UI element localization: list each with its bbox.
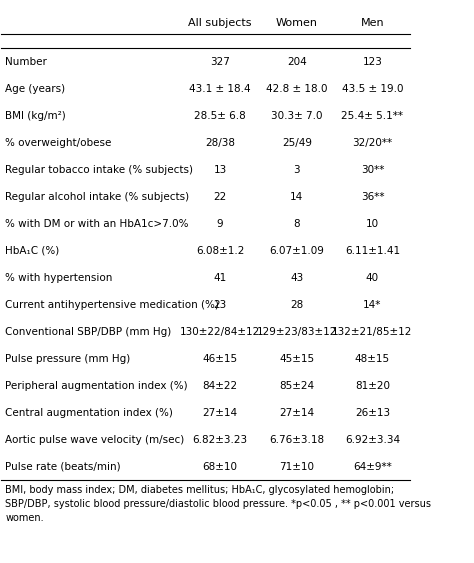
Text: 9: 9 xyxy=(217,219,223,229)
Text: 23: 23 xyxy=(213,300,227,310)
Text: 43.5 ± 19.0: 43.5 ± 19.0 xyxy=(342,84,403,94)
Text: Aortic pulse wave velocity (m/sec): Aortic pulse wave velocity (m/sec) xyxy=(6,435,185,445)
Text: 327: 327 xyxy=(210,57,230,67)
Text: 14*: 14* xyxy=(363,300,382,310)
Text: 6.82±3.23: 6.82±3.23 xyxy=(192,435,248,445)
Text: BMI (kg/m²): BMI (kg/m²) xyxy=(6,111,66,121)
Text: Age (years): Age (years) xyxy=(6,84,65,94)
Text: 64±9**: 64±9** xyxy=(353,462,392,472)
Text: 42.8 ± 18.0: 42.8 ± 18.0 xyxy=(266,84,328,94)
Text: 46±15: 46±15 xyxy=(202,354,238,364)
Text: Peripheral augmentation index (%): Peripheral augmentation index (%) xyxy=(6,381,188,391)
Text: Pulse pressure (mm Hg): Pulse pressure (mm Hg) xyxy=(6,354,131,364)
Text: 36**: 36** xyxy=(361,192,384,202)
Text: 43.1 ± 18.4: 43.1 ± 18.4 xyxy=(189,84,251,94)
Text: 27±14: 27±14 xyxy=(202,408,238,418)
Text: 6.08±1.2: 6.08±1.2 xyxy=(196,246,244,256)
Text: 132±21/85±12: 132±21/85±12 xyxy=(332,327,413,337)
Text: 26±13: 26±13 xyxy=(355,408,390,418)
Text: 6.11±1.41: 6.11±1.41 xyxy=(345,246,400,256)
Text: 40: 40 xyxy=(366,273,379,283)
Text: 6.92±3.34: 6.92±3.34 xyxy=(345,435,400,445)
Text: 84±22: 84±22 xyxy=(202,381,238,391)
Text: 45±15: 45±15 xyxy=(279,354,314,364)
Text: 6.76±3.18: 6.76±3.18 xyxy=(269,435,324,445)
Text: 28/38: 28/38 xyxy=(205,138,235,148)
Text: Current antihypertensive medication (%): Current antihypertensive medication (%) xyxy=(6,300,219,310)
Text: 25.4± 5.1**: 25.4± 5.1** xyxy=(341,111,403,121)
Text: 22: 22 xyxy=(213,192,227,202)
Text: 41: 41 xyxy=(213,273,227,283)
Text: 43: 43 xyxy=(290,273,303,283)
Text: 130±22/84±12: 130±22/84±12 xyxy=(180,327,260,337)
Text: Men: Men xyxy=(361,17,384,28)
Text: BMI, body mass index; DM, diabetes mellitus; HbA₁C, glycosylated hemoglobin;
SBP: BMI, body mass index; DM, diabetes melli… xyxy=(6,485,431,523)
Text: 85±24: 85±24 xyxy=(279,381,314,391)
Text: % overweight/obese: % overweight/obese xyxy=(6,138,112,148)
Text: 81±20: 81±20 xyxy=(355,381,390,391)
Text: Women: Women xyxy=(276,17,318,28)
Text: 204: 204 xyxy=(287,57,307,67)
Text: 48±15: 48±15 xyxy=(355,354,390,364)
Text: Regular alcohol intake (% subjects): Regular alcohol intake (% subjects) xyxy=(6,192,190,202)
Text: 129±23/83±12: 129±23/83±12 xyxy=(256,327,337,337)
Text: 14: 14 xyxy=(290,192,303,202)
Text: Pulse rate (beats/min): Pulse rate (beats/min) xyxy=(6,462,121,472)
Text: % with DM or with an HbA1c>7.0%: % with DM or with an HbA1c>7.0% xyxy=(6,219,189,229)
Text: 71±10: 71±10 xyxy=(279,462,314,472)
Text: 30**: 30** xyxy=(361,165,384,175)
Text: Number: Number xyxy=(6,57,47,67)
Text: Regular tobacco intake (% subjects): Regular tobacco intake (% subjects) xyxy=(6,165,193,175)
Text: 8: 8 xyxy=(293,219,300,229)
Text: HbA₁C (%): HbA₁C (%) xyxy=(6,246,60,256)
Text: 32/20**: 32/20** xyxy=(352,138,392,148)
Text: All subjects: All subjects xyxy=(188,17,252,28)
Text: Central augmentation index (%): Central augmentation index (%) xyxy=(6,408,173,418)
Text: 27±14: 27±14 xyxy=(279,408,314,418)
Text: 6.07±1.09: 6.07±1.09 xyxy=(269,246,324,256)
Text: 3: 3 xyxy=(293,165,300,175)
Text: Conventional SBP/DBP (mm Hg): Conventional SBP/DBP (mm Hg) xyxy=(6,327,172,337)
Text: 68±10: 68±10 xyxy=(203,462,237,472)
Text: 10: 10 xyxy=(366,219,379,229)
Text: 13: 13 xyxy=(213,165,227,175)
Text: 30.3± 7.0: 30.3± 7.0 xyxy=(271,111,323,121)
Text: 25/49: 25/49 xyxy=(282,138,312,148)
Text: % with hypertension: % with hypertension xyxy=(6,273,113,283)
Text: 123: 123 xyxy=(363,57,383,67)
Text: 28.5± 6.8: 28.5± 6.8 xyxy=(194,111,246,121)
Text: 28: 28 xyxy=(290,300,303,310)
